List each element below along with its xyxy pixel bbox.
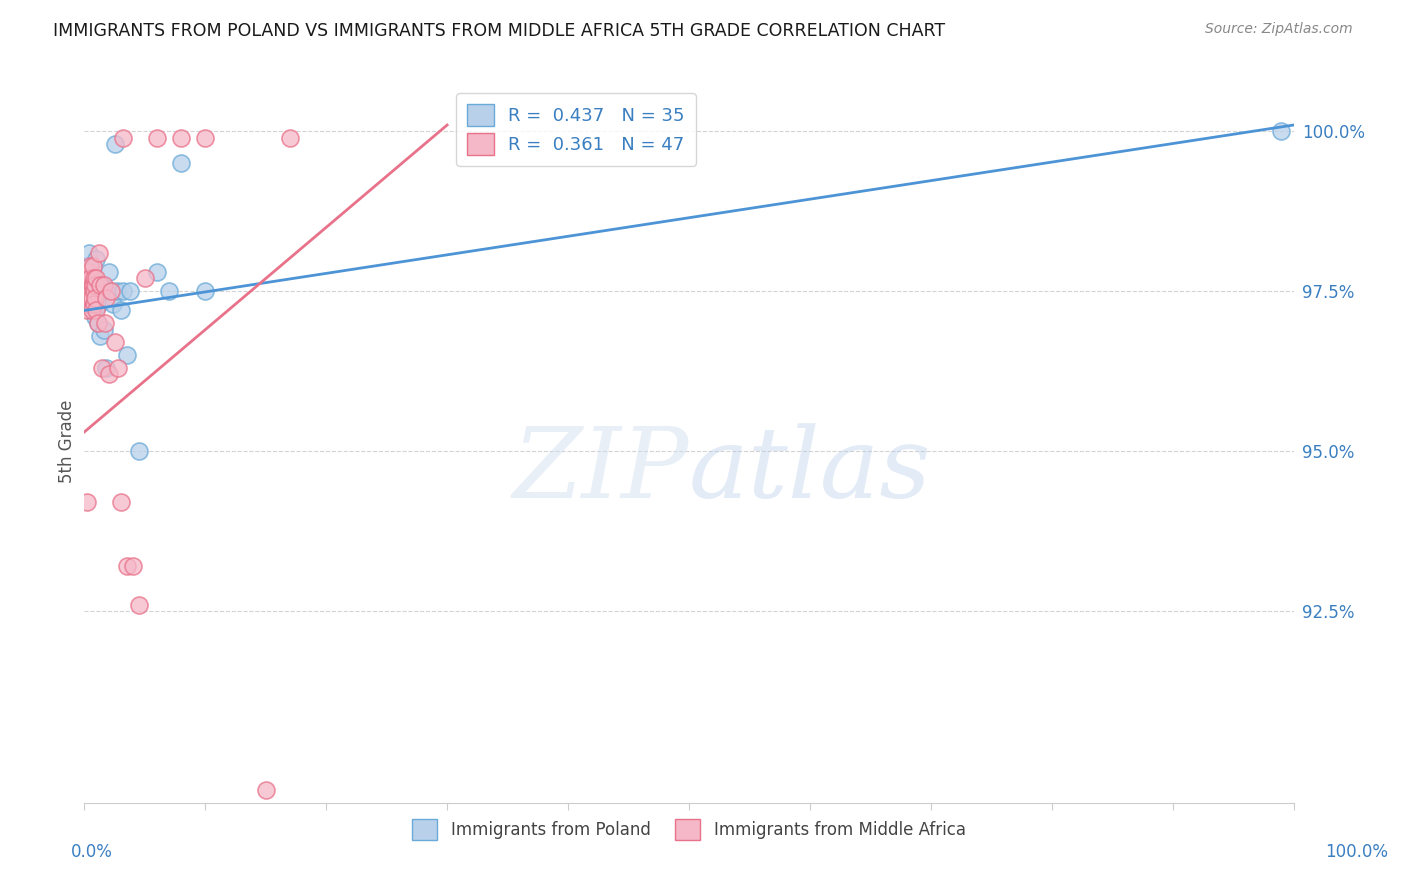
Point — [75, 259, 97, 273]
Text: atlas: atlas — [689, 423, 932, 518]
Point — [86, 303, 108, 318]
Point — [80, 291, 103, 305]
Point — [84, 291, 107, 305]
Point — [1270, 124, 1292, 138]
Point — [77, 277, 100, 292]
Point — [112, 131, 135, 145]
Point — [86, 271, 108, 285]
Point — [194, 131, 217, 145]
Point — [128, 444, 150, 458]
Text: Source: ZipAtlas.com: Source: ZipAtlas.com — [1205, 22, 1353, 37]
Point — [91, 285, 114, 299]
Point — [87, 246, 110, 260]
Point — [80, 303, 103, 318]
Point — [89, 329, 111, 343]
Point — [77, 246, 100, 260]
Point — [77, 291, 100, 305]
Point — [77, 271, 100, 285]
Point — [100, 285, 122, 299]
Point — [80, 285, 103, 299]
Point — [146, 265, 169, 279]
Point — [76, 303, 98, 318]
Point — [82, 259, 104, 273]
Point — [79, 259, 101, 273]
Point — [93, 323, 115, 337]
Text: ZIP: ZIP — [513, 423, 689, 518]
Text: IMMIGRANTS FROM POLAND VS IMMIGRANTS FROM MIDDLE AFRICA 5TH GRADE CORRELATION CH: IMMIGRANTS FROM POLAND VS IMMIGRANTS FRO… — [53, 22, 946, 40]
Point — [83, 297, 105, 311]
Point — [87, 297, 110, 311]
Point — [76, 495, 98, 509]
Point — [107, 361, 129, 376]
Point — [94, 291, 117, 305]
Point — [94, 361, 117, 376]
Point — [115, 559, 138, 574]
Point — [120, 285, 142, 299]
Point — [82, 277, 104, 292]
Point — [110, 303, 132, 318]
Point — [91, 361, 114, 376]
Point — [110, 495, 132, 509]
Point — [76, 277, 98, 292]
Point — [100, 285, 122, 299]
Point — [83, 271, 105, 285]
Text: 100.0%: 100.0% — [1326, 843, 1388, 861]
Point — [77, 285, 100, 299]
Point — [86, 316, 108, 330]
Point — [82, 303, 104, 318]
Point — [170, 156, 193, 170]
Point — [278, 131, 301, 145]
Point — [80, 297, 103, 311]
Point — [79, 271, 101, 285]
Point — [104, 137, 127, 152]
Legend: Immigrants from Poland, Immigrants from Middle Africa: Immigrants from Poland, Immigrants from … — [405, 813, 973, 847]
Point — [128, 598, 150, 612]
Point — [84, 277, 107, 292]
Point — [86, 252, 108, 267]
Point — [104, 335, 127, 350]
Point — [170, 131, 193, 145]
Point — [80, 277, 103, 292]
Point — [97, 368, 120, 382]
Point — [115, 348, 138, 362]
Point — [79, 291, 101, 305]
Point — [134, 271, 156, 285]
Point — [75, 291, 97, 305]
Point — [105, 285, 128, 299]
Point — [254, 783, 277, 797]
Point — [84, 310, 107, 324]
Point — [194, 285, 217, 299]
Point — [94, 316, 117, 330]
Point — [77, 265, 100, 279]
Point — [157, 285, 180, 299]
Point — [112, 285, 135, 299]
Point — [76, 271, 98, 285]
Point — [77, 285, 100, 299]
Point — [83, 291, 105, 305]
Point — [121, 559, 143, 574]
Point — [86, 316, 108, 330]
Point — [146, 131, 169, 145]
Y-axis label: 5th Grade: 5th Grade — [58, 400, 76, 483]
Point — [79, 265, 101, 279]
Point — [79, 277, 101, 292]
Point — [90, 277, 112, 292]
Point — [93, 277, 115, 292]
Text: 0.0%: 0.0% — [70, 843, 112, 861]
Point — [75, 265, 97, 279]
Point — [89, 277, 111, 292]
Point — [77, 297, 100, 311]
Point — [97, 265, 120, 279]
Point — [83, 285, 105, 299]
Point — [103, 297, 125, 311]
